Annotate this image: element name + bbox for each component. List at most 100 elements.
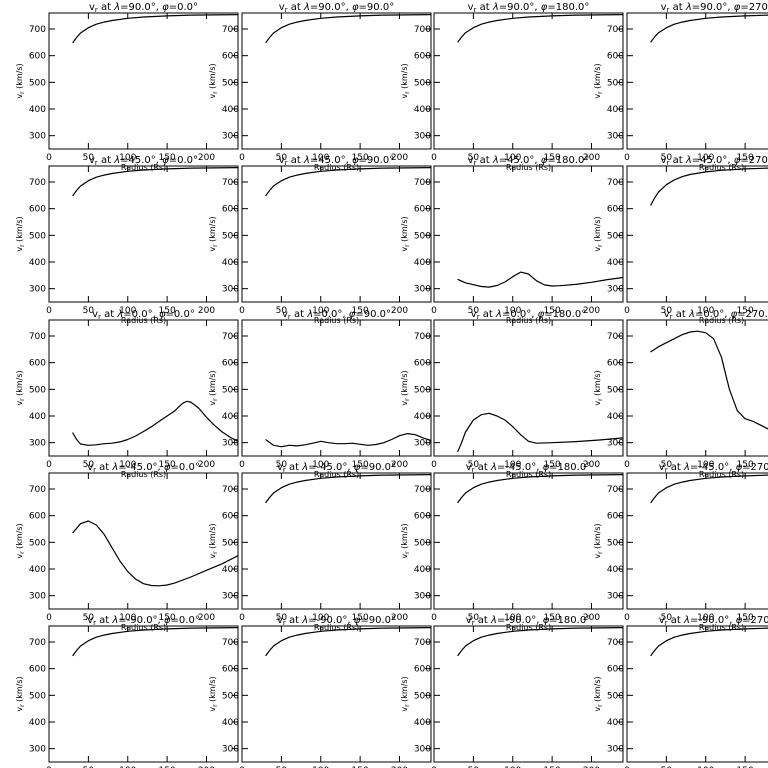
y-tick-label: 500 [607,538,624,548]
x-tick-label: 200 [198,460,215,470]
x-tick-label: 0 [431,766,437,768]
series-line [72,520,239,587]
x-tick-label: 0 [431,613,437,623]
y-tick-label: 700 [222,25,239,35]
y-tick-label: 400 [414,718,431,728]
y-tick-label: 300 [222,132,239,142]
chart-title: vr at λ=-45.0°, φ=180.0° [466,462,591,474]
x-tick-label: 100 [119,613,136,623]
y-tick-label: 400 [607,718,624,728]
y-tick-label: 500 [414,231,431,241]
y-tick-label: 700 [222,178,239,188]
x-tick-label: 200 [198,613,215,623]
x-tick-label: 0 [431,153,437,163]
x-tick-label: 150 [352,153,369,163]
y-tick-label: 700 [222,485,239,495]
x-tick-label: 200 [198,306,215,316]
series-line [265,433,432,448]
y-axis-label: vr (km/s) [400,676,411,711]
y-axis-label: vr (km/s) [15,523,26,558]
chart-title: vr at λ=90.0°, φ=0.0° [89,2,198,14]
x-tick-label: 150 [737,153,754,163]
y-tick-label: 600 [414,52,431,62]
x-tick-label: 150 [159,153,176,163]
y-tick-label: 700 [29,332,46,342]
x-tick-label: 50 [468,766,480,768]
y-tick-label: 700 [414,332,431,342]
y-tick-label: 300 [29,592,46,602]
y-tick-label: 500 [414,691,431,701]
chart-title: vr at λ=-90.0°, φ=270.0° [659,615,768,627]
x-tick-label: 50 [83,613,95,623]
y-tick-label: 300 [29,745,46,755]
y-tick-label: 600 [607,205,624,215]
plot-frame [433,165,624,303]
y-tick-label: 400 [29,258,46,268]
y-tick-label: 700 [222,638,239,648]
y-tick-label: 300 [29,439,46,449]
x-tick-label: 50 [83,153,95,163]
y-axis-label: vr (km/s) [15,676,26,711]
series-line [72,167,239,197]
y-tick-label: 700 [29,178,46,188]
y-tick-label: 400 [222,258,239,268]
y-tick-label: 600 [222,359,239,369]
y-tick-label: 400 [222,565,239,575]
series-line [72,14,239,44]
x-tick-label: 200 [391,460,408,470]
y-tick-label: 500 [29,231,46,241]
x-tick-label: 50 [83,306,95,316]
y-tick-label: 500 [29,538,46,548]
x-tick-label: 100 [312,306,329,316]
series-line [457,474,624,504]
series-line [265,474,432,504]
x-tick-label: 50 [661,460,673,470]
y-axis-label: vr (km/s) [208,370,219,405]
plot-frame [433,472,624,610]
x-tick-label: 200 [583,613,600,623]
plot-frame [241,472,432,610]
x-tick-label: 0 [239,460,245,470]
x-tick-label: 0 [46,306,52,316]
x-tick-label: 0 [624,766,630,768]
y-tick-label: 500 [29,691,46,701]
x-axis-label: Radius (Rs) [506,623,551,632]
y-tick-label: 500 [222,231,239,241]
x-tick-label: 200 [391,153,408,163]
y-tick-label: 300 [29,132,46,142]
y-axis-label: vr (km/s) [15,63,26,98]
chart-title: vr at λ=-45.0°, φ=270.0° [659,462,768,474]
y-tick-label: 500 [222,691,239,701]
y-axis-label: vr (km/s) [593,676,604,711]
x-tick-label: 100 [504,613,521,623]
y-tick-label: 600 [222,512,239,522]
y-tick-label: 600 [607,359,624,369]
x-tick-label: 0 [624,460,630,470]
x-tick-label: 0 [624,153,630,163]
x-tick-label: 100 [697,766,714,768]
x-tick-label: 150 [352,306,369,316]
x-tick-label: 150 [544,306,561,316]
x-tick-label: 50 [276,153,288,163]
x-tick-label: 150 [544,460,561,470]
y-tick-label: 400 [607,258,624,268]
plot-frame [626,319,768,457]
y-tick-label: 400 [414,412,431,422]
y-tick-label: 300 [414,285,431,295]
y-tick-label: 400 [607,565,624,575]
x-tick-label: 100 [312,766,329,768]
chart-title: vr at λ=0.0°, φ=270.0° [664,309,768,321]
plot-frame [626,472,768,610]
plot-frame [626,625,768,763]
x-tick-label: 200 [391,766,408,768]
x-tick-label: 50 [661,613,673,623]
x-tick-label: 0 [431,460,437,470]
